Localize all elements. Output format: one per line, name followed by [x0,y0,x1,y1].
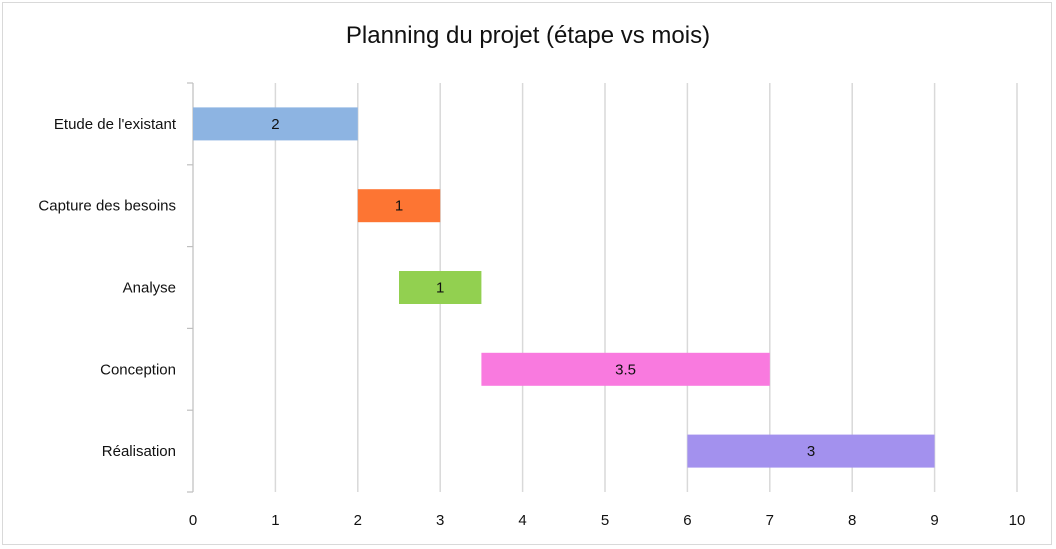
label-layer: 0 1 2 3 4 5 6 7 8 9 10 2 Etude de l'existant 1 Capture… [38,116,1025,529]
bar-data-label-3: 3.5 [615,361,636,378]
bar-3 [481,352,770,386]
category-label-3: Conception [100,361,176,378]
bar-data-label-0: 2 [271,116,279,133]
x-tick-label-10: 10 [1009,512,1026,529]
bar-1 [357,189,441,223]
bar-2 [399,271,482,304]
bar-0 [193,107,358,141]
x-tick-label-8: 8 [848,512,856,529]
bar-data-label-2: 1 [436,280,444,297]
x-tick-label-3: 3 [436,512,444,529]
x-tick-label-2: 2 [354,512,362,529]
bar-data-label-1: 1 [395,198,403,215]
category-label-2: Analyse [123,280,176,297]
x-tick-label-9: 9 [930,512,938,529]
category-label-4: Réalisation [102,443,176,460]
x-tick-label-6: 6 [683,512,691,529]
bar-data-label-4: 3 [807,443,815,460]
x-tick-label-5: 5 [601,512,609,529]
x-tick-label-1: 1 [271,512,279,529]
bar-4 [687,434,935,468]
category-label-1: Capture des besoins [38,198,176,215]
x-tick-label-0: 0 [189,512,197,529]
grid-layer [187,82,1018,493]
chart-title: Planning du projet (étape vs mois) [345,22,711,49]
x-tick-label-4: 4 [518,512,526,529]
category-label-0: Etude de l'existant [54,116,177,133]
bar-layer [193,107,935,468]
x-tick-label-7: 7 [766,512,774,529]
